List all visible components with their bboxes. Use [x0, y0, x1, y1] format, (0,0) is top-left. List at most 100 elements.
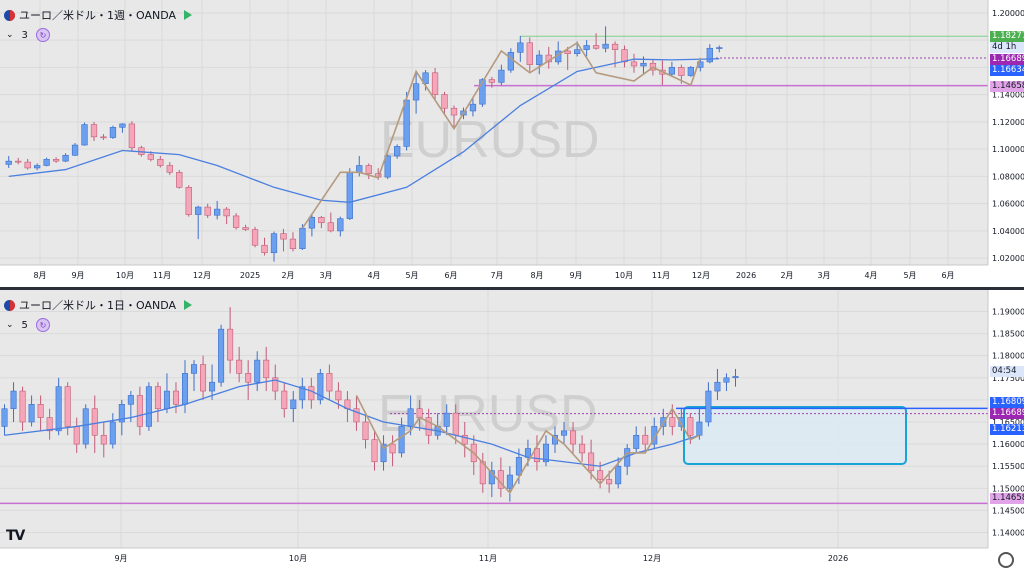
gear-icon[interactable] [998, 552, 1014, 568]
candle-body [154, 386, 161, 410]
daily-indicator-row[interactable]: ⌄ 5 ↻ [6, 318, 50, 332]
candle-body [517, 42, 524, 53]
candle-body [64, 386, 71, 427]
daily-legend[interactable]: ユーロ／米ドル・1日・OANDA [4, 297, 193, 313]
price-tick-label: 1.10000 [992, 145, 1024, 154]
candle-body [425, 417, 432, 436]
weekly-legend[interactable]: ユーロ／米ドル・1週・OANDA [4, 7, 193, 23]
bar-countdown-tag: 04:54 [990, 366, 1024, 377]
candle-body [640, 62, 647, 67]
symbol-watermark: EURUSD [380, 111, 600, 169]
candle-body [335, 390, 342, 401]
candle-body [19, 390, 26, 423]
candle-body [669, 417, 676, 427]
candle-body [37, 404, 44, 418]
candle-body [488, 79, 496, 83]
candle-body [365, 165, 372, 174]
weekly-chart-canvas[interactable]: EURUSD1.200001.180001.160001.140001.1200… [0, 0, 1024, 287]
candle-body [209, 381, 216, 392]
current-price-tag: 1.16689 [990, 54, 1024, 65]
time-tick-label: 9月 [569, 271, 582, 280]
price-tick-label: 1.20000 [992, 9, 1024, 18]
time-tick-label: 2月 [281, 271, 294, 280]
candle-body [615, 465, 622, 485]
time-tick-label: 6月 [444, 271, 457, 280]
candle-body [515, 457, 522, 476]
candle-body [289, 238, 297, 249]
candle-body [163, 390, 170, 410]
candle-body [498, 69, 505, 83]
candle-body [687, 67, 694, 76]
rectangle-zone [683, 405, 907, 465]
candle-body [200, 364, 207, 392]
candle-body [621, 49, 628, 63]
candle-body [1, 408, 8, 427]
candle-body [308, 216, 316, 229]
candle-body [507, 52, 514, 71]
time-tick-label: 12月 [193, 271, 211, 280]
daily-chart-pane[interactable]: EURUSD1.190001.185001.180001.175001.1700… [0, 290, 1024, 568]
candle-body [299, 227, 306, 249]
candle-body [668, 67, 676, 75]
candle-body [723, 377, 730, 383]
candle-body [82, 408, 89, 445]
candle-body [100, 434, 107, 445]
chevron-down-icon[interactable]: ⌄ [6, 30, 14, 40]
daily-symbol-title[interactable]: ユーロ／米ドル・1日・OANDA [19, 299, 177, 312]
candle-body [91, 408, 98, 436]
candle-body [181, 373, 189, 405]
market-open-icon [184, 300, 193, 310]
weekly-indicator-row[interactable]: ⌄ 3 ↻ [6, 28, 50, 42]
daily-indicator-count[interactable]: 5 [21, 319, 28, 331]
candle-body [407, 408, 414, 427]
candle-body [384, 155, 391, 178]
candle-body [606, 479, 613, 485]
support-price-tag: 1.14658 [990, 493, 1024, 504]
zigzag-line [301, 41, 702, 229]
candle-body [356, 165, 363, 173]
weekly-chart-pane[interactable]: EURUSD1.200001.180001.160001.140001.1200… [0, 0, 1024, 287]
candle-body [317, 373, 324, 401]
price-tick-label: 1.14500 [992, 506, 1024, 515]
weekly-symbol-title[interactable]: ユーロ／米ドル・1週・OANDA [19, 9, 177, 22]
candle-body [398, 426, 405, 454]
time-axis [0, 265, 1024, 287]
time-tick-label: 4月 [864, 271, 877, 280]
candle-body [195, 206, 202, 215]
tradingview-logo[interactable]: TV [6, 528, 25, 544]
time-tick-label: 12月 [643, 554, 661, 563]
candle-body [100, 136, 107, 139]
candle-body [308, 386, 315, 401]
sync-icon[interactable]: ↻ [35, 318, 50, 332]
candle-body [242, 227, 249, 230]
sync-icon[interactable]: ↻ [35, 28, 50, 42]
candle-body [81, 124, 88, 146]
candle-body [90, 124, 98, 138]
daily-chart-canvas[interactable]: EURUSD1.190001.185001.180001.175001.1700… [0, 290, 1024, 568]
pane-divider[interactable] [0, 287, 1024, 290]
candle-body [214, 208, 221, 216]
candle-body [461, 434, 468, 445]
candle-body [28, 404, 35, 423]
price-tick-label: 1.08000 [992, 172, 1024, 181]
price-tick-label: 1.19000 [992, 307, 1024, 316]
candle-body [290, 399, 297, 410]
time-tick-label: 9月 [71, 271, 84, 280]
candle-body [705, 390, 712, 423]
time-tick-label: 8月 [33, 271, 46, 280]
candle-body [119, 123, 126, 128]
candle-body [416, 408, 423, 418]
candle-body [136, 395, 143, 427]
candle-body [145, 386, 152, 427]
candle-body [218, 328, 225, 383]
candle-body [696, 421, 703, 436]
candle-body [602, 43, 609, 49]
candle-body [147, 154, 154, 160]
candle-body [227, 328, 234, 361]
price-tick-label: 1.18500 [992, 330, 1024, 339]
price-tick-label: 1.12000 [992, 118, 1024, 127]
chevron-down-icon[interactable]: ⌄ [6, 320, 14, 330]
weekly-indicator-count[interactable]: 3 [21, 29, 28, 41]
candle-body [55, 386, 62, 432]
candle-body [732, 376, 739, 379]
